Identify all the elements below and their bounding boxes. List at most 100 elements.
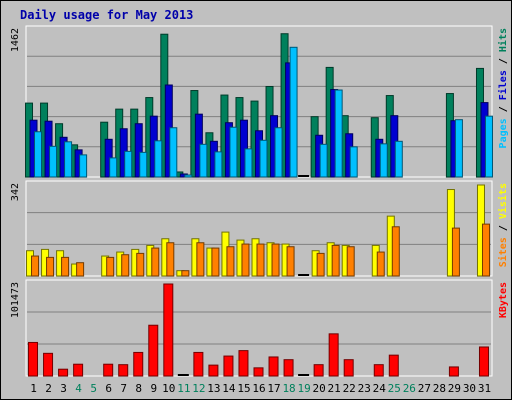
- bar-sites-day-24: [376, 251, 385, 277]
- x-axis-label-day-3: 3: [60, 382, 67, 395]
- bar-sites-day-21: [331, 244, 340, 277]
- x-axis-label-day-11: 11: [177, 382, 190, 395]
- plot-area: [25, 279, 493, 377]
- bar-files-day-8: [134, 123, 143, 178]
- bar-pages-day-10: [169, 127, 178, 178]
- x-axis-label-day-31: 31: [478, 382, 491, 395]
- x-axis-label-day-13: 13: [207, 382, 220, 395]
- bars: [28, 283, 489, 377]
- series-legend: Pages / Files / Hits: [497, 28, 509, 148]
- bar-sites-day-9: [151, 247, 160, 277]
- bar-kbytes-day-13: [208, 364, 219, 377]
- bar-kbytes-day-2: [43, 352, 54, 377]
- legend-label: Hits: [497, 28, 509, 52]
- legend-label: KBytes: [498, 282, 509, 318]
- bar-pages-day-29: [454, 119, 463, 178]
- bar-kbytes-day-29: [448, 366, 459, 377]
- x-axis-label-day-30: 30: [463, 382, 476, 395]
- chart-panels: 1462 Pages / Files / Hits 342 Sites / Visit…: [10, 25, 509, 377]
- bar-pages-day-15: [244, 148, 253, 178]
- legend-label: Pages: [498, 118, 509, 148]
- bar-sites-day-31: [481, 223, 490, 277]
- x-axis-label-day-14: 14: [222, 382, 236, 395]
- bar-kbytes-day-7: [118, 364, 129, 377]
- bar-sites-day-18: [286, 246, 295, 277]
- x-axis-label-day-15: 15: [237, 382, 250, 395]
- y-axis-max-label: 342: [10, 183, 21, 201]
- bar-sites-day-25: [391, 226, 400, 277]
- bar-pages-day-17: [274, 127, 283, 178]
- bar-kbytes-day-15: [238, 350, 249, 377]
- bar-pages-day-31: [484, 115, 493, 178]
- bar-sites-day-15: [241, 243, 250, 277]
- x-axis-label-day-29: 29: [448, 382, 461, 395]
- x-axis-label-day-8: 8: [135, 382, 142, 395]
- x-axis-label-day-5: 5: [90, 382, 97, 395]
- bar-pages-day-13: [214, 151, 223, 178]
- y-axis-max-label: 101473: [10, 282, 21, 318]
- bar-kbytes-day-12: [193, 351, 204, 377]
- x-axis-label-day-19: 19: [297, 382, 310, 395]
- x-axis-label-day-27: 27: [418, 382, 431, 395]
- legend-label: /: [498, 52, 509, 70]
- bar-sites-day-2: [46, 256, 55, 277]
- bar-pages-day-2: [49, 145, 58, 178]
- x-axis-label-day-22: 22: [343, 382, 356, 395]
- bar-kbytes-day-31: [478, 346, 489, 377]
- chart-panel-hits_files_pages: 1462 Pages / Files / Hits: [10, 25, 509, 178]
- bar-pages-day-21: [334, 89, 343, 178]
- x-axis-label-day-28: 28: [433, 382, 446, 395]
- legend-label: /: [498, 100, 509, 118]
- x-axis-label-day-21: 21: [328, 382, 341, 395]
- bar-pages-day-4: [79, 154, 88, 178]
- bar-sites-day-6: [106, 256, 115, 277]
- bar-pages-day-24: [379, 143, 388, 178]
- legend-label: Sites: [497, 237, 509, 267]
- x-axis-label-day-18: 18: [282, 382, 295, 395]
- chart-title: Daily usage for May 2013: [20, 8, 193, 22]
- x-axis-label-day-1: 1: [30, 382, 37, 395]
- bar-sites-day-3: [61, 256, 70, 277]
- x-axis-label-day-25: 25: [388, 382, 401, 395]
- x-axis-label-day-12: 12: [192, 382, 205, 395]
- bar-sites-day-13: [211, 247, 220, 277]
- bar-kbytes-day-25: [388, 354, 399, 377]
- bar-pages-day-12: [199, 143, 208, 178]
- bar-kbytes-day-20: [313, 364, 324, 377]
- x-axis-label-day-20: 20: [313, 382, 326, 395]
- x-axis-label-day-16: 16: [252, 382, 265, 395]
- bar-kbytes-day-10: [163, 283, 174, 377]
- bar-sites-day-16: [256, 243, 265, 277]
- bar-kbytes-day-6: [103, 363, 114, 377]
- bar-pages-day-8: [139, 151, 148, 178]
- x-axis-label-day-4: 4: [75, 382, 82, 395]
- bar-pages-day-25: [394, 140, 403, 178]
- bar-pages-day-11: [184, 174, 193, 178]
- bar-pages-day-16: [259, 139, 268, 178]
- bar-pages-day-14: [229, 126, 238, 178]
- chart-panel-kbytes: 101473 KBytes: [10, 279, 509, 377]
- bar-sites-day-22: [346, 246, 355, 277]
- legend-label: /: [498, 219, 509, 237]
- legend-label: Files: [497, 70, 509, 100]
- y-axis-max-label: 1462: [10, 28, 21, 52]
- bar-kbytes-day-1: [28, 341, 39, 377]
- bar-sites-day-4: [76, 262, 85, 277]
- bar-kbytes-day-4: [73, 363, 84, 377]
- bar-sites-day-11: [181, 270, 190, 277]
- bar-kbytes-day-17: [268, 356, 279, 377]
- bar-kbytes-day-14: [223, 355, 234, 377]
- bar-kbytes-day-3: [58, 368, 69, 377]
- bar-sites-day-8: [136, 252, 145, 277]
- bar-pages-day-7: [124, 150, 133, 178]
- bar-kbytes-day-21: [328, 333, 339, 377]
- bar-kbytes-day-24: [373, 364, 384, 377]
- bar-sites-day-12: [196, 242, 205, 277]
- bar-kbytes-day-18: [283, 359, 294, 377]
- bar-pages-day-22: [349, 146, 358, 178]
- x-axis-label-day-24: 24: [373, 382, 387, 395]
- series-legend: Sites / Visits: [497, 183, 509, 267]
- x-axis-labels: 1 2 3 4 5 6 7 8 9 10 11 12 13 14 15 16 17 18 19 20 21 22 23 24 2…: [30, 382, 491, 395]
- bar-pages-day-9: [154, 140, 163, 178]
